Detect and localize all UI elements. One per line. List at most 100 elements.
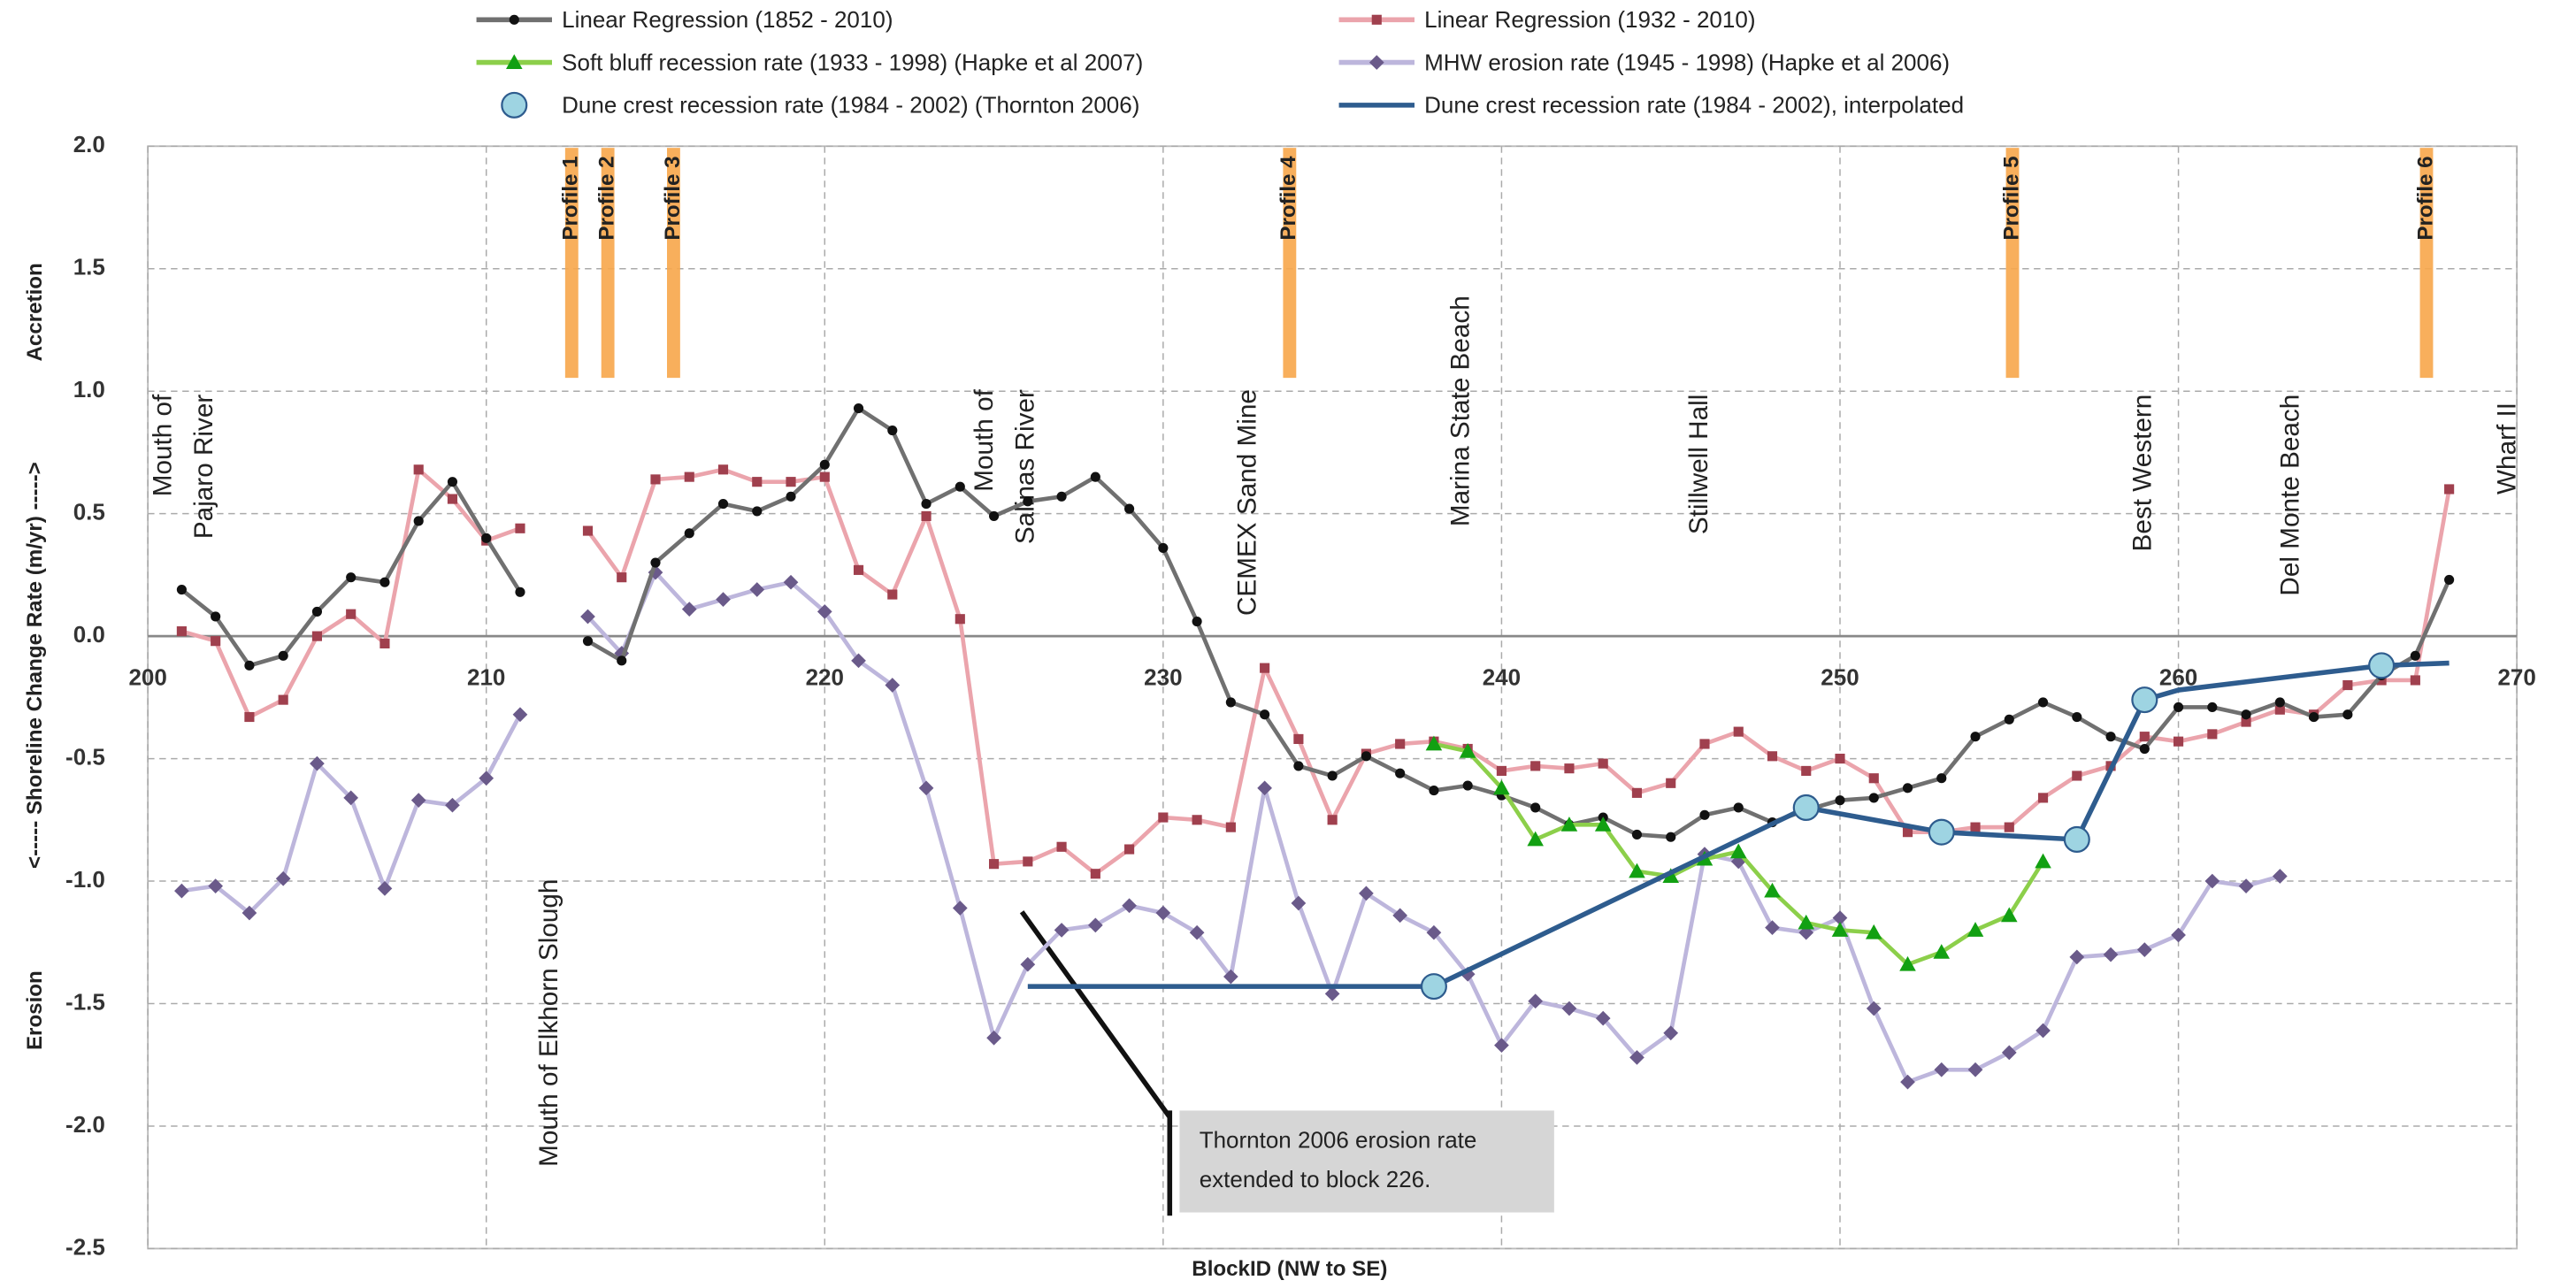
point [2035,853,2051,869]
point [2444,574,2455,586]
point [1420,973,1447,1000]
x-tick-label: 210 [467,663,505,690]
point [1293,761,1304,771]
point [2238,878,2254,893]
x-axis-title: BlockID (NW to SE) [1192,1257,1387,1281]
point [310,755,325,771]
point [819,472,830,482]
location-label: Mouth of [149,394,178,496]
x-tick-label: 260 [2159,663,2197,690]
legend-label: Linear Regression (1852 - 2010) [562,6,893,33]
point [1765,920,1780,936]
y-tick-label: 1.5 [73,254,105,280]
point [580,609,595,625]
point [1666,778,1676,788]
point [2309,711,2319,723]
y-tick-label: -0.5 [65,743,105,770]
point [1928,818,1955,846]
point [819,459,830,470]
legend-label: Linear Regression (1932 - 2010) [1424,6,1755,33]
point [1831,922,1849,937]
point [749,582,765,597]
point [684,528,694,539]
location-label: Salinas River [1011,389,1040,544]
point [1594,816,1612,832]
point [244,711,255,723]
point [1527,831,1544,847]
point [1530,761,1541,771]
point [346,572,356,583]
point [1528,993,1544,1009]
point [1966,922,1984,937]
point [174,883,189,899]
y-tick-label: -2.5 [65,1233,105,1260]
point [2171,927,2186,943]
point [1629,862,1645,878]
point [1395,768,1406,778]
point [2037,697,2049,708]
point [853,564,864,575]
legend-label: Dune crest recession rate (1984 - 2002) … [562,92,1139,119]
y-tick-label: -1.0 [65,866,105,893]
point [617,656,627,666]
point [582,525,594,536]
point [410,793,426,809]
point [2444,484,2455,494]
point [1124,844,1135,855]
point [1225,822,1236,832]
point [479,770,494,786]
x-tick-label: 220 [806,663,844,690]
point [1767,751,1778,762]
x-tick-label: 270 [2497,663,2535,690]
point [1496,765,1506,777]
point [786,477,796,487]
profile-bar [667,148,680,379]
point [1631,787,1643,798]
x-tick-label: 250 [1821,663,1859,690]
point [952,901,968,916]
point [1056,491,1067,502]
y-axis-high: Accretion [23,263,47,361]
point [1223,969,1238,985]
point [2272,869,2288,884]
point [278,650,288,661]
point [887,425,898,436]
point [1801,765,1812,777]
point [380,577,390,587]
profile-bar [2005,148,2020,379]
point [1865,924,1882,939]
point [1090,472,1100,482]
point [346,609,356,619]
location-label: Mouth of [970,388,999,491]
point [1426,924,1442,940]
y-tick-label: -1.5 [65,988,105,1015]
point [1902,783,1913,794]
point [1327,770,1338,781]
x-tick-label: 200 [128,663,166,690]
point [2241,717,2251,727]
point [1291,895,1307,911]
x-tick-label: 240 [1483,663,1521,690]
point [311,631,322,641]
point [2001,907,2018,923]
y-tick-label: 2.0 [73,131,105,157]
point [1868,793,1879,803]
point [1192,616,1202,627]
point [1792,794,1820,822]
point [1023,856,1033,867]
point [2274,704,2285,715]
point [954,481,965,492]
legend-marker [1371,14,1382,25]
location-label: Best Western [2128,395,2157,552]
point [278,694,288,705]
point [1666,832,1676,842]
profile-label: Profile 4 [1276,156,1300,241]
point [2174,702,2184,713]
point [1425,735,1443,751]
point [1729,843,1747,859]
point [954,614,965,625]
point [1122,898,1137,914]
point [2207,729,2218,740]
point [1866,1000,1882,1016]
point [1395,739,1406,749]
